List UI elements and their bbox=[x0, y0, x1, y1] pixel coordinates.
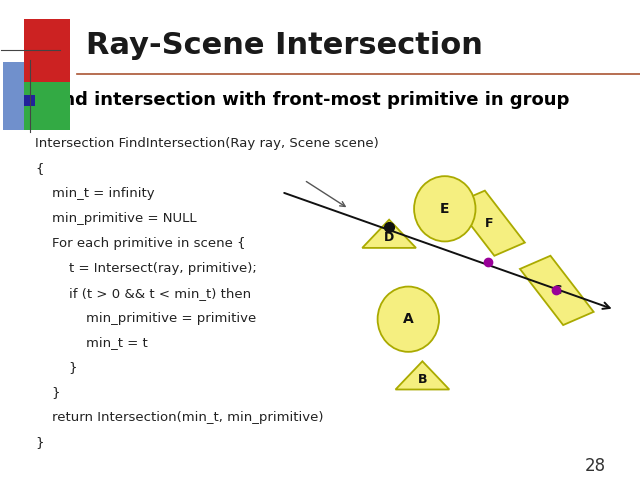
Text: Intersection FindIntersection(Ray ray, Scene scene): Intersection FindIntersection(Ray ray, S… bbox=[35, 137, 379, 150]
Text: min_t = infinity: min_t = infinity bbox=[35, 187, 155, 200]
Text: if (t > 0 && t < min_t) then: if (t > 0 && t < min_t) then bbox=[35, 287, 252, 300]
Text: }: } bbox=[35, 361, 77, 374]
Bar bbox=[24, 82, 70, 130]
Bar bbox=[520, 256, 594, 325]
Bar bbox=[24, 95, 35, 106]
Text: D: D bbox=[384, 231, 394, 244]
Text: min_primitive = primitive: min_primitive = primitive bbox=[35, 312, 257, 324]
Text: }: } bbox=[35, 386, 61, 399]
Bar bbox=[454, 191, 525, 256]
Ellipse shape bbox=[414, 176, 476, 241]
Bar bbox=[24, 19, 70, 82]
Polygon shape bbox=[362, 220, 416, 248]
Text: t = Intersect(ray, primitive);: t = Intersect(ray, primitive); bbox=[35, 262, 257, 275]
Text: min_t = t: min_t = t bbox=[35, 336, 148, 349]
Bar bbox=[3, 62, 58, 130]
Text: Find intersection with front-most primitive in group: Find intersection with front-most primit… bbox=[44, 91, 569, 109]
Text: F: F bbox=[485, 216, 494, 230]
Text: E: E bbox=[440, 202, 449, 216]
Text: return Intersection(min_t, min_primitive): return Intersection(min_t, min_primitive… bbox=[35, 411, 324, 424]
Text: For each primitive in scene {: For each primitive in scene { bbox=[35, 237, 246, 250]
Ellipse shape bbox=[378, 287, 439, 352]
Text: C: C bbox=[552, 284, 561, 297]
Text: B: B bbox=[418, 372, 427, 386]
Text: A: A bbox=[403, 312, 413, 326]
Polygon shape bbox=[396, 361, 449, 389]
Text: {: { bbox=[35, 162, 44, 175]
Text: min_primitive = NULL: min_primitive = NULL bbox=[35, 212, 197, 225]
Text: 28: 28 bbox=[584, 456, 606, 475]
Text: Ray-Scene Intersection: Ray-Scene Intersection bbox=[86, 31, 483, 60]
Text: }: } bbox=[35, 436, 44, 449]
